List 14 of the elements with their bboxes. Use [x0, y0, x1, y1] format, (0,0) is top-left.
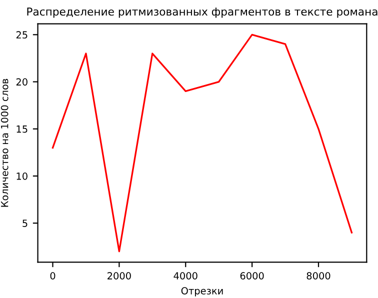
x-tick-label: 4000 — [174, 272, 198, 280]
y-tick-label: 20 — [16, 78, 28, 86]
y-axis-title: Количество на 1000 слов — [0, 78, 8, 207]
chart-title: Распределение ритмизованных фрагментов в тексте романа — [27, 8, 378, 18]
y-tick-label: 5 — [22, 220, 28, 227]
x-axis-title: Отрезки — [181, 287, 223, 296]
x-tick-label: 6000 — [240, 272, 264, 280]
x-tick-label: 2000 — [108, 272, 131, 280]
line-series — [52, 34, 353, 252]
y-tick-label: 15 — [16, 126, 28, 133]
x-tick-label: 8000 — [306, 272, 330, 280]
x-tick-label: 0 — [50, 272, 56, 280]
y-tick-label: 25 — [16, 31, 28, 39]
y-tick-label: 10 — [16, 172, 28, 180]
